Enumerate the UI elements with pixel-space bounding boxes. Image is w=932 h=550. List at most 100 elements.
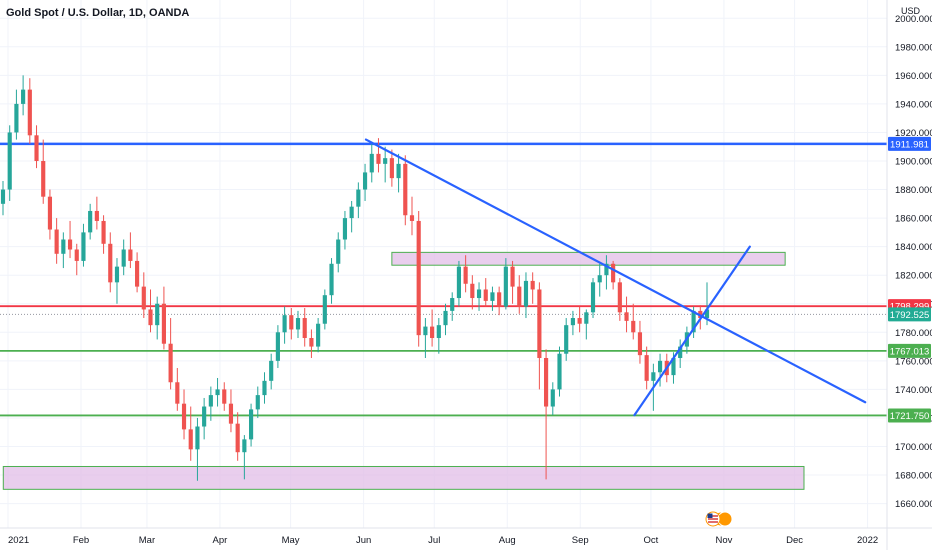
candle-body [443,310,448,326]
x-tick-label: Feb [73,535,89,546]
candle-body [128,249,133,261]
candle-body [135,260,140,287]
candle-body [21,89,26,104]
last-price-label-bg [888,307,931,322]
candle-body [81,232,86,261]
candle-body [148,309,153,326]
candle-body [329,263,334,296]
candle-body [316,323,321,347]
candle-body [476,289,482,299]
candle-body [537,289,542,358]
x-tick-label: 2022 [857,535,878,546]
last-price-label: 1792.525 [890,310,930,321]
x-tick-label: Mar [139,535,155,546]
candle-body [550,389,555,407]
candle-body [74,249,79,261]
chart-title: Gold Spot / U.S. Dollar, 1D, OANDA [6,7,190,19]
candle-body [175,382,180,404]
candle-body [27,89,32,136]
ascending-trendline[interactable] [633,245,751,417]
candle-body [161,303,166,344]
candle-body [342,218,348,240]
candle-body [309,338,314,347]
candle-body [168,343,173,383]
lower-zone[interactable] [2,465,805,490]
candle-body [336,239,341,264]
candle-body [570,318,575,326]
x-tick-label: Sep [572,535,589,546]
price-axis[interactable]: 1660.0001680.0001700.0001720.0001740.000… [886,0,932,550]
candle-body [215,389,220,396]
candle-body [604,263,609,276]
trendlines [364,138,867,417]
candle-body [637,332,643,356]
candle-body [188,429,193,450]
descending-trendline[interactable] [364,138,867,404]
candle-body [356,189,361,207]
candle-body [208,395,213,407]
candle-body [14,103,19,133]
y-tick-label: 1780.000 [895,328,932,339]
candle-body [295,318,301,330]
y-tick-label: 1660.000 [895,499,932,510]
candle-body [497,292,502,307]
time-axis[interactable]: 2021 Feb Mar Apr May Jun Jul Aug Sep Oct Nov Dec 202… [0,527,932,546]
candle-body [255,395,260,410]
candle-body [584,312,589,324]
candle-body [222,389,227,404]
support-2-label-bg [888,408,931,423]
resistance-label-bg [888,136,931,151]
candle-body [114,266,120,283]
candle-body [155,303,160,326]
candle-body [322,295,327,324]
candle-body [47,196,53,230]
x-tick-label: Jul [428,535,440,546]
candle-body [67,239,73,250]
candle-body [141,286,146,310]
candle-body [61,239,66,254]
x-tick-label: 2021 [8,535,29,546]
candle-body [181,403,187,430]
candle-body [101,220,106,244]
candle-body [34,135,39,161]
candle-body [523,280,529,307]
candle-body [108,243,113,283]
y-tick-label: 1920.000 [895,128,932,139]
candle-body [590,282,596,313]
candle-body [54,229,59,254]
candle-body [611,263,616,283]
candle-body [624,312,629,321]
y-tick-label: 2000.000 [895,14,932,25]
x-tick-label: Jun [356,535,371,546]
candle-body [195,426,200,450]
y-tick-label: 1940.000 [895,99,932,110]
candle-body [376,153,381,164]
candle-body [651,372,656,381]
y-tick-label: 1760.000 [895,356,932,367]
candle-body [242,439,247,453]
candle-body [503,266,508,307]
upper-zone[interactable] [391,251,786,266]
candle-body [0,189,6,204]
candle-body [409,215,415,221]
candle-body [416,220,421,336]
y-tick-label: 1680.000 [895,471,932,482]
candle-body [577,318,582,324]
y-tick-label: 1860.000 [895,214,932,225]
candle-body [369,153,374,173]
candle-body [302,318,307,339]
y-tick-label: 1740.000 [895,385,932,396]
candle-body [289,315,294,330]
candle-body [430,326,435,339]
price-zones [2,251,805,490]
resistance-label: 1911.981 [890,139,929,150]
y-tick-label: 1900.000 [895,157,932,168]
us-flag-icon [705,511,733,527]
candle-body [275,332,280,361]
candle-body [463,266,468,284]
candle-body [530,280,535,290]
candle-body [483,289,488,301]
candlesticks [0,75,710,481]
